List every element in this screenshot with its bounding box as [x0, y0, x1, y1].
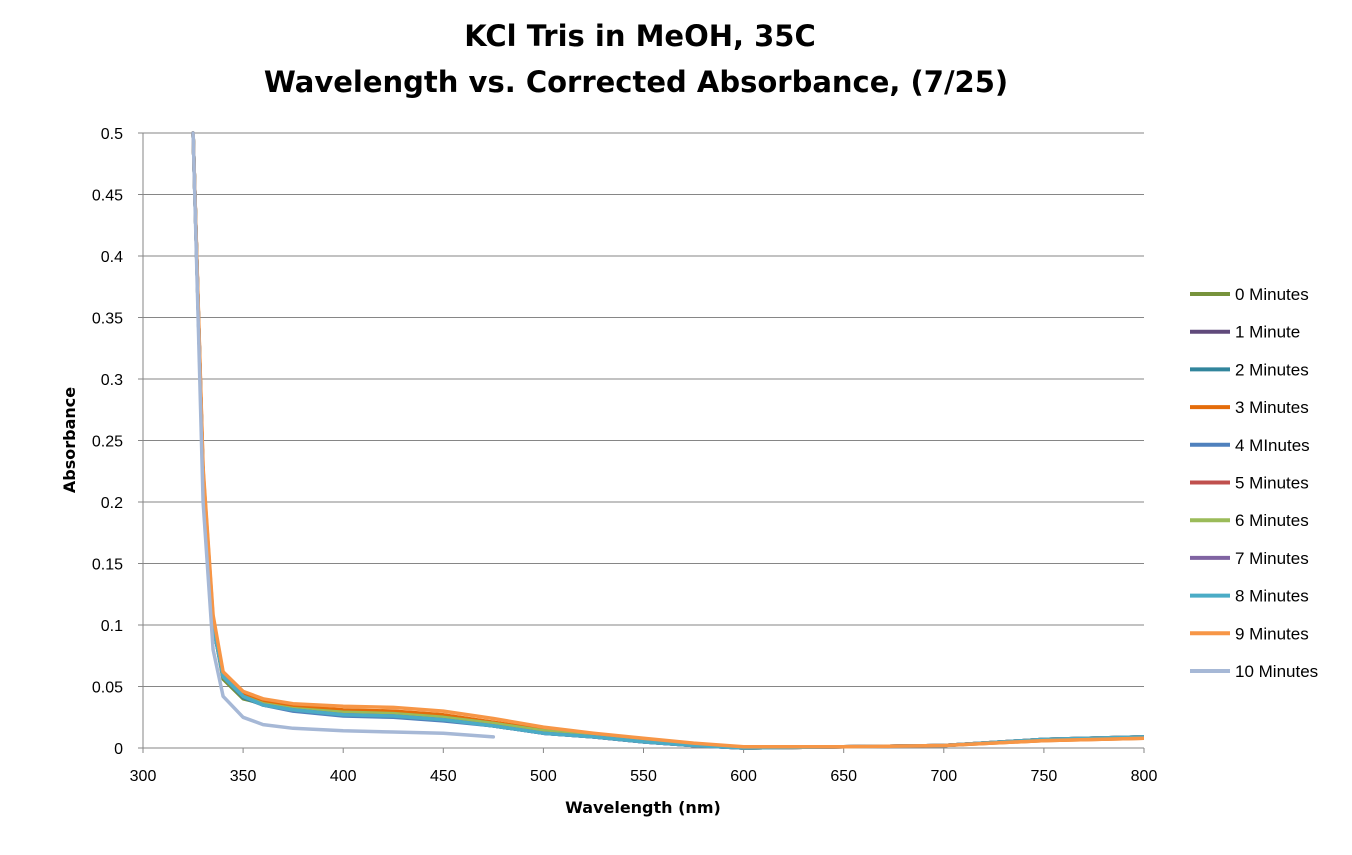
y-tick-label: 0 — [114, 741, 123, 758]
legend-label: 4 MInutes — [1235, 436, 1310, 455]
legend-label: 7 Minutes — [1235, 549, 1309, 568]
y-axis-ticks: 0 0.05 0.1 0.15 0.2 0.25 0.3 0.35 0.4 0.45 0.5 — [92, 126, 143, 758]
legend-label: 6 Minutes — [1235, 511, 1309, 530]
x-tick-label: 800 — [1131, 768, 1158, 785]
x-tick-label: 450 — [430, 768, 457, 785]
x-tick-label: 550 — [630, 768, 657, 785]
y-tick-label: 0.45 — [92, 188, 123, 205]
x-tick-label: 750 — [1031, 768, 1058, 785]
gridlines — [143, 132, 1144, 687]
chart-subtitle: Wavelength vs. Corrected Absorbance, (7/… — [264, 65, 1008, 99]
legend-label: 10 Minutes — [1235, 662, 1318, 681]
y-tick-label: 0.5 — [101, 126, 123, 143]
y-tick-label: 0.25 — [92, 434, 123, 451]
x-tick-label: 600 — [730, 768, 757, 785]
x-tick-label: 350 — [230, 768, 257, 785]
y-tick-label: 0.3 — [101, 372, 123, 389]
x-tick-label: 700 — [930, 768, 957, 785]
legend-label: 9 Minutes — [1235, 624, 1309, 643]
x-tick-label: 300 — [130, 768, 157, 785]
series-line-9 — [191, 131, 1144, 749]
plot-area — [191, 131, 1144, 750]
y-axis-title: Absorbance — [60, 387, 79, 493]
x-tick-label: 500 — [530, 768, 557, 785]
x-axis-ticks: 300 350 400 450 500 550 600 650 700 750 800 — [130, 748, 1158, 785]
y-tick-label: 0.05 — [92, 680, 123, 697]
series-line-10 — [191, 131, 496, 739]
legend: 0 Minutes 1 Minute 2 Minutes 3 Minutes 4 MIn… — [1190, 285, 1318, 681]
x-tick-label: 400 — [330, 768, 357, 785]
x-axis-title: Wavelength (nm) — [565, 798, 721, 817]
legend-label: 1 Minute — [1235, 323, 1300, 342]
legend-label: 0 Minutes — [1235, 285, 1309, 304]
legend-label: 2 Minutes — [1235, 360, 1309, 379]
x-tick-label: 650 — [830, 768, 857, 785]
y-tick-label: 0.1 — [101, 618, 123, 635]
legend-label: 3 Minutes — [1235, 398, 1309, 417]
y-tick-label: 0.15 — [92, 557, 123, 574]
legend-label: 8 Minutes — [1235, 587, 1309, 606]
y-tick-label: 0.35 — [92, 311, 123, 328]
y-tick-label: 0.4 — [101, 249, 123, 266]
y-tick-label: 0.2 — [101, 495, 123, 512]
legend-label: 5 Minutes — [1235, 474, 1309, 493]
chart-title: KCl Tris in MeOH, 35C — [464, 19, 816, 53]
